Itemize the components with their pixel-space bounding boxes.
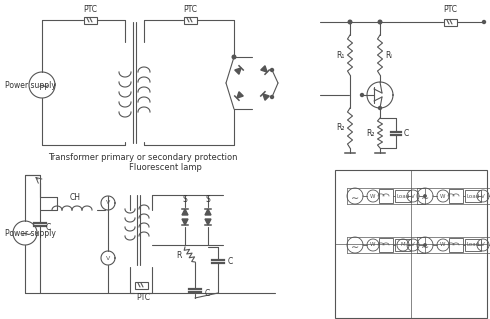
Text: PTC: PTC: [136, 293, 150, 302]
Circle shape: [424, 244, 426, 246]
Bar: [379, 238, 393, 252]
Bar: [465, 239, 481, 251]
Polygon shape: [235, 68, 241, 74]
Text: Power supply: Power supply: [5, 80, 56, 90]
Polygon shape: [263, 94, 269, 100]
Text: S: S: [183, 195, 187, 204]
Text: Fluorescent lamp: Fluorescent lamp: [128, 162, 201, 172]
Text: CH: CH: [70, 192, 80, 202]
Text: Transformer primary or secondary protection: Transformer primary or secondary protect…: [48, 152, 238, 161]
Text: W: W: [370, 242, 376, 248]
Circle shape: [483, 20, 486, 24]
Text: PTC: PTC: [183, 4, 197, 13]
Text: R₁: R₁: [336, 50, 344, 60]
Bar: [134, 281, 147, 288]
Text: $\sim$: $\sim$: [419, 191, 431, 201]
Polygon shape: [261, 66, 267, 72]
Text: V: V: [481, 194, 485, 198]
Text: $\sim$: $\sim$: [18, 226, 32, 240]
Text: $\sim$: $\sim$: [349, 240, 361, 250]
Text: PTC: PTC: [443, 4, 457, 13]
Text: V: V: [481, 242, 485, 248]
Text: PTC: PTC: [83, 4, 97, 13]
Text: W: W: [370, 194, 376, 198]
Bar: [183, 17, 196, 24]
Text: M: M: [401, 242, 405, 248]
Bar: [395, 190, 411, 202]
Text: Power supply: Power supply: [5, 228, 56, 238]
Circle shape: [270, 69, 273, 71]
Bar: [465, 190, 481, 202]
Text: $\sim$: $\sim$: [35, 78, 49, 92]
Circle shape: [424, 195, 426, 197]
Text: C: C: [204, 288, 210, 298]
Circle shape: [270, 95, 273, 99]
Polygon shape: [237, 92, 243, 98]
Text: V: V: [411, 194, 415, 198]
Text: R: R: [176, 250, 182, 259]
Circle shape: [361, 93, 364, 97]
Text: Load: Load: [466, 242, 480, 248]
Bar: [443, 19, 457, 26]
Text: Load: Load: [396, 194, 410, 198]
Bar: [335, 170, 487, 318]
Bar: [83, 17, 97, 24]
Bar: [395, 239, 411, 251]
Polygon shape: [205, 219, 211, 225]
Text: $\sim$: $\sim$: [419, 240, 431, 250]
Circle shape: [378, 107, 382, 109]
Polygon shape: [182, 209, 188, 215]
Text: W: W: [440, 194, 446, 198]
Circle shape: [232, 55, 236, 59]
Polygon shape: [205, 209, 211, 215]
Text: W: W: [440, 242, 446, 248]
Bar: [449, 189, 463, 203]
Text: C: C: [227, 256, 233, 265]
Text: Load: Load: [466, 194, 480, 198]
Text: V: V: [106, 256, 110, 261]
Text: R₂: R₂: [366, 129, 374, 137]
Bar: [379, 189, 393, 203]
Text: S: S: [206, 195, 210, 204]
Text: R₂: R₂: [336, 123, 344, 132]
Text: Rₗ: Rₗ: [386, 50, 392, 60]
Bar: [449, 238, 463, 252]
Circle shape: [378, 20, 382, 24]
Text: V: V: [411, 242, 415, 248]
Circle shape: [348, 20, 352, 24]
Polygon shape: [182, 219, 188, 225]
Text: V: V: [106, 201, 110, 205]
Text: $\sim$: $\sim$: [349, 191, 361, 201]
Text: C: C: [403, 129, 409, 137]
Text: C: C: [46, 222, 50, 232]
